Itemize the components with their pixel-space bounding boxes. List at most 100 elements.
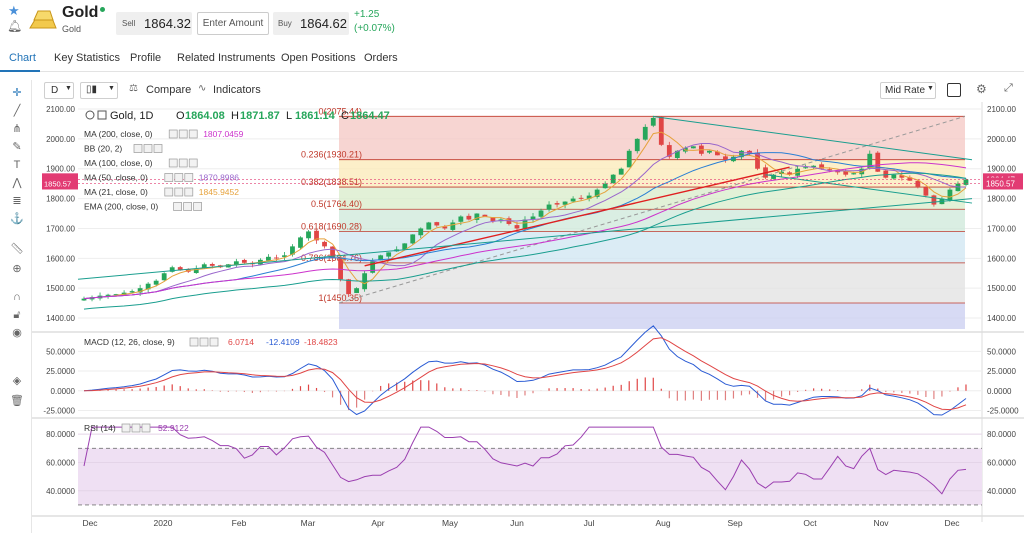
indicator-settings-icon[interactable] bbox=[188, 158, 198, 168]
indicator-settings-icon[interactable] bbox=[174, 187, 184, 197]
macd-tick-left: 50.0000 bbox=[46, 347, 75, 356]
tab-key-statistics[interactable]: Key Statistics bbox=[54, 52, 121, 64]
indicator-settings-icon[interactable] bbox=[164, 187, 174, 197]
fib-level-label: 0.5(1764.40) bbox=[311, 199, 362, 209]
indicator-settings-icon[interactable] bbox=[188, 129, 198, 139]
candle-body bbox=[322, 241, 327, 247]
candle-body bbox=[650, 117, 656, 126]
pitchfork-icon[interactable]: ⋔ bbox=[12, 123, 22, 135]
anchor-icon[interactable]: ⚓ bbox=[10, 213, 24, 225]
chart-canvas[interactable]: 2100.00 2100.00 2000.00 2000.00 1900.00 1900.… bbox=[32, 102, 1024, 533]
fib-level-label: 0.382(1838.51) bbox=[301, 177, 362, 187]
price-tick-right: 2100.00 bbox=[987, 105, 1016, 114]
fullscreen-toggle[interactable] bbox=[947, 83, 961, 97]
compare-icon[interactable]: ⚖ bbox=[129, 83, 138, 94]
indicator-settings-icon[interactable] bbox=[173, 202, 182, 211]
layers-icon[interactable]: ◈ bbox=[12, 375, 22, 387]
candle-body bbox=[282, 255, 287, 257]
buy-box[interactable]: Buy 1864.62 bbox=[273, 12, 349, 35]
macd-tick-right: -25.0000 bbox=[987, 406, 1019, 415]
live-status-dot bbox=[100, 7, 105, 12]
settings-gear-icon[interactable]: ⚙ bbox=[976, 82, 987, 96]
candle-body bbox=[538, 210, 544, 217]
macd-legend-value: -12.4109 bbox=[266, 337, 300, 347]
sell-box[interactable]: Sell 1864.32 bbox=[116, 12, 192, 35]
candle-body bbox=[129, 291, 135, 293]
candle-body bbox=[859, 168, 865, 175]
trendline-icon[interactable]: ╱ bbox=[13, 105, 21, 117]
sell-label: Sell bbox=[122, 19, 136, 28]
rsi-tick-left: 80.0000 bbox=[46, 430, 75, 439]
candle-body bbox=[474, 213, 480, 220]
chart-type-select[interactable]: ▯▮ ▼ bbox=[80, 82, 118, 99]
indicator-settings-icon[interactable] bbox=[183, 202, 192, 211]
interval-select[interactable]: D ▼ bbox=[44, 82, 74, 99]
indicator-settings-icon[interactable] bbox=[178, 129, 188, 139]
legend-indicator-name: MA (50, close, 0) bbox=[84, 173, 148, 183]
legend-indicator-name: BB (20, 2) bbox=[84, 144, 122, 154]
indicator-settings-icon[interactable] bbox=[184, 187, 194, 197]
candle-body bbox=[145, 283, 151, 290]
candle-body bbox=[827, 169, 833, 171]
eye-icon[interactable]: ◉ bbox=[12, 327, 22, 339]
legend-ohlc-value: 1861.14 bbox=[295, 110, 336, 122]
candle-body bbox=[466, 215, 472, 220]
amount-input[interactable]: Enter Amount bbox=[197, 12, 269, 35]
crosshair-icon[interactable]: ✛ bbox=[12, 87, 22, 99]
tab-related-instruments[interactable]: Related Instruments bbox=[177, 52, 276, 64]
lock-icon[interactable]: 🔓︎ bbox=[13, 309, 21, 321]
legend-ohlc-label: C bbox=[341, 110, 349, 122]
candle-body bbox=[241, 259, 247, 263]
tab-open-positions[interactable]: Open Positions bbox=[281, 52, 356, 64]
magnet-icon[interactable]: ∩ bbox=[13, 291, 21, 303]
tab-chart[interactable]: Chart bbox=[9, 52, 36, 64]
rsi-tick-right: 80.0000 bbox=[987, 430, 1016, 439]
indicator-settings-icon[interactable] bbox=[153, 144, 163, 153]
ema200-line bbox=[83, 172, 967, 310]
section-tabs: Chart Key Statistics Profile Related Ins… bbox=[0, 48, 1024, 72]
compare-button[interactable]: Compare bbox=[146, 84, 192, 96]
fib-icon[interactable]: ≣ bbox=[12, 195, 22, 207]
rsi-legend: RSI (14) 52.9122 bbox=[84, 423, 189, 433]
pattern-icon[interactable]: ⋀ bbox=[12, 177, 22, 189]
candle-body bbox=[290, 246, 295, 255]
candle-body bbox=[771, 174, 776, 179]
tab-orders[interactable]: Orders bbox=[364, 52, 398, 64]
indicators-button[interactable]: Indicators bbox=[213, 84, 261, 96]
indicator-settings-icon[interactable] bbox=[164, 173, 174, 182]
collapse-icon[interactable] bbox=[85, 110, 95, 120]
indicator-settings-icon[interactable] bbox=[168, 129, 178, 139]
macd-tick-left: 25.0000 bbox=[46, 367, 75, 376]
x-axis-label: Jul bbox=[584, 518, 595, 528]
text-icon[interactable]: T bbox=[13, 159, 21, 171]
minimize-icon[interactable] bbox=[97, 110, 107, 120]
candle-body bbox=[731, 156, 736, 162]
zoom-in-icon[interactable]: ⊕ bbox=[12, 263, 22, 275]
candle-body bbox=[843, 170, 849, 175]
indicator-settings-icon[interactable] bbox=[184, 173, 194, 182]
brush-icon[interactable]: ✎ bbox=[12, 141, 22, 153]
candle-body bbox=[554, 203, 560, 205]
legend-ohlc-label: H bbox=[231, 110, 239, 122]
trash-icon[interactable]: 🗑︎ bbox=[10, 395, 24, 407]
rsi-band bbox=[78, 448, 982, 505]
indicators-icon[interactable]: ∿ bbox=[198, 83, 207, 94]
indicator-settings-icon[interactable] bbox=[193, 202, 202, 211]
rate-select[interactable]: Mid Rate ▼ bbox=[880, 82, 936, 99]
favorite-star-icon[interactable]: ★ bbox=[8, 3, 20, 18]
candle-body bbox=[899, 175, 905, 178]
indicator-settings-icon[interactable] bbox=[143, 144, 153, 153]
indicator-settings-icon[interactable] bbox=[133, 144, 143, 153]
indicator-settings-icon[interactable] bbox=[168, 158, 178, 168]
ruler-icon[interactable]: 📏︎ bbox=[10, 243, 24, 255]
indicator-settings-icon[interactable] bbox=[174, 173, 184, 182]
expand-icon[interactable]: ⤢ bbox=[1004, 82, 1013, 94]
candle-body bbox=[819, 164, 825, 169]
alert-bell-icon[interactable]: 🔔︎ bbox=[7, 19, 23, 33]
indicator-settings-icon[interactable] bbox=[178, 158, 188, 168]
tab-profile[interactable]: Profile bbox=[130, 52, 162, 64]
x-axis-label: Mar bbox=[301, 518, 316, 528]
x-axis-label: Feb bbox=[232, 518, 247, 528]
price-tick-left: 1600.00 bbox=[46, 254, 75, 263]
candle-body bbox=[883, 170, 889, 178]
